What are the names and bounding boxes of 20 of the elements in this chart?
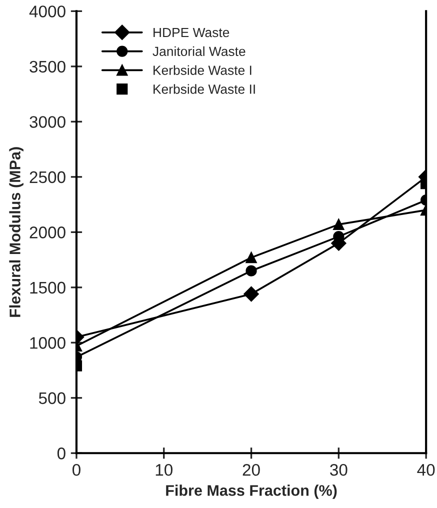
y-tick-label: 1500 [30, 282, 66, 294]
x-tick-label: 10 [156, 464, 172, 476]
y-axis-title: Flexural Modulus (MPa) [9, 147, 24, 317]
y-tick-label: 3000 [30, 116, 66, 128]
y-tick-label: 2500 [30, 171, 66, 184]
legend-label: Kerbside Waste I [154, 65, 252, 75]
y-tick-label: 500 [38, 392, 66, 404]
x-axis-title: Fibre Mass Fraction (%) [166, 484, 337, 499]
x-tick-label: 0 [72, 464, 80, 476]
legend-label: Janitorial Waste [152, 46, 246, 56]
x-tick-label: 20 [242, 464, 260, 476]
y-tick-label: 4000 [29, 6, 66, 18]
y-tick-label: 0 [57, 448, 66, 460]
x-tick-label: 30 [330, 464, 348, 476]
y-tick-label: 1000 [30, 337, 66, 349]
legend-label: HDPE Waste [154, 28, 230, 38]
x-tick-label: 40 [417, 464, 435, 476]
y-tick-label: 2000 [30, 226, 66, 238]
legend-label: Kerbside Waste II [154, 84, 255, 94]
y-tick-label: 3500 [30, 60, 66, 73]
